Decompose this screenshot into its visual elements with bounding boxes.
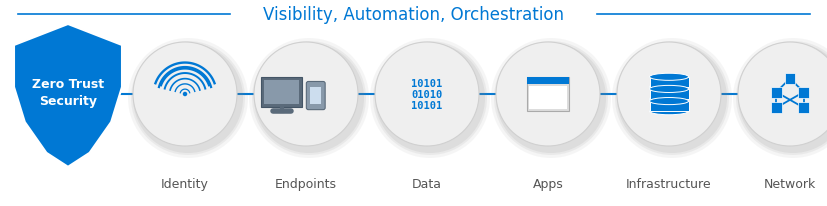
Text: Network: Network — [764, 178, 816, 191]
FancyBboxPatch shape — [310, 88, 321, 104]
Circle shape — [131, 42, 245, 155]
Circle shape — [370, 39, 490, 158]
Ellipse shape — [649, 96, 689, 103]
FancyBboxPatch shape — [527, 77, 570, 85]
Text: Endpoints: Endpoints — [275, 178, 337, 191]
Bar — [798, 103, 809, 114]
Circle shape — [491, 39, 611, 158]
Circle shape — [133, 43, 237, 146]
Text: Zero Trust
Security: Zero Trust Security — [32, 77, 104, 108]
Circle shape — [496, 44, 606, 153]
Circle shape — [373, 42, 487, 155]
Circle shape — [375, 43, 479, 146]
Circle shape — [736, 42, 827, 155]
Bar — [771, 103, 782, 114]
FancyBboxPatch shape — [649, 89, 689, 99]
Ellipse shape — [649, 98, 689, 105]
FancyBboxPatch shape — [528, 87, 567, 110]
Text: 10101: 10101 — [411, 101, 442, 110]
Text: 10101: 10101 — [411, 79, 442, 89]
Circle shape — [254, 44, 364, 153]
Ellipse shape — [649, 84, 689, 91]
Circle shape — [617, 44, 727, 153]
FancyBboxPatch shape — [527, 77, 570, 112]
Circle shape — [612, 39, 732, 158]
Text: Visibility, Automation, Orchestration: Visibility, Automation, Orchestration — [263, 6, 564, 24]
Circle shape — [252, 42, 366, 155]
FancyBboxPatch shape — [306, 82, 325, 110]
FancyBboxPatch shape — [261, 77, 303, 108]
Bar — [785, 74, 796, 84]
Circle shape — [617, 43, 721, 146]
Bar — [798, 87, 809, 98]
Circle shape — [133, 44, 243, 153]
Ellipse shape — [649, 74, 689, 81]
Circle shape — [496, 43, 600, 146]
Circle shape — [738, 43, 827, 146]
Text: Identity: Identity — [161, 178, 209, 191]
Circle shape — [375, 44, 485, 153]
FancyBboxPatch shape — [265, 81, 299, 105]
Text: Infrastructure: Infrastructure — [626, 178, 712, 191]
Circle shape — [249, 39, 369, 158]
Circle shape — [128, 39, 248, 158]
Circle shape — [254, 43, 358, 146]
FancyBboxPatch shape — [649, 77, 689, 88]
Ellipse shape — [649, 86, 689, 93]
Circle shape — [183, 92, 187, 97]
Polygon shape — [14, 25, 122, 167]
FancyBboxPatch shape — [649, 102, 689, 112]
Ellipse shape — [649, 108, 689, 115]
Text: Data: Data — [412, 178, 442, 191]
Bar — [771, 87, 782, 98]
Circle shape — [615, 42, 729, 155]
Circle shape — [733, 39, 827, 158]
Text: 01010: 01010 — [411, 90, 442, 99]
Circle shape — [494, 42, 608, 155]
Text: Apps: Apps — [533, 178, 563, 191]
Circle shape — [738, 44, 827, 153]
